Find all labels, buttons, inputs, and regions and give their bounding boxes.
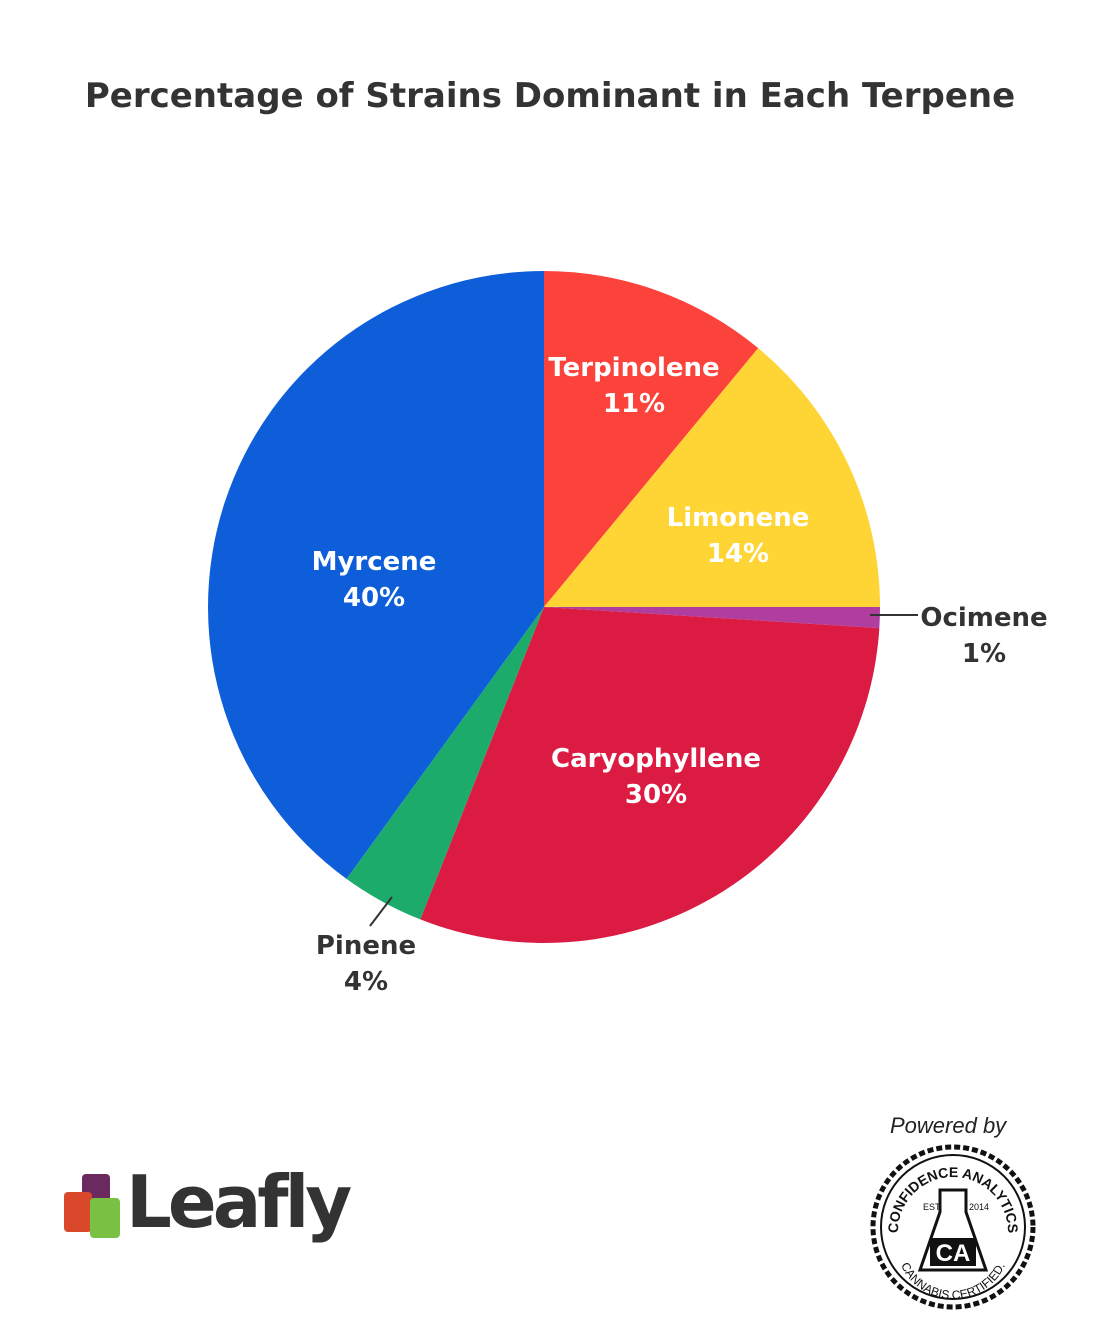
slice-value-label: 11% xyxy=(603,389,665,419)
slice-value-label: 40% xyxy=(343,583,405,613)
leafly-wordmark: Leafly xyxy=(126,1160,352,1244)
svg-text:CA: CA xyxy=(936,1240,971,1267)
slice-label: Myrcene xyxy=(312,547,437,577)
leader-line-pinene xyxy=(369,896,393,927)
slice-label: Pinene xyxy=(316,931,416,961)
confidence-analytics-seal-icon: CONFIDENCE ANALYTICS CANNABIS.CERTIFIED.… xyxy=(870,1144,1036,1310)
slice-value-label: 30% xyxy=(625,780,687,810)
slice-value-label: 14% xyxy=(707,539,769,569)
chart-title: Percentage of Strains Dominant in Each T… xyxy=(84,76,1016,116)
pie-slice-caryophyllene xyxy=(420,607,880,943)
svg-text:EST.: EST. xyxy=(923,1202,942,1212)
powered-by-text: Powered by xyxy=(890,1113,1007,1138)
leafly-logo-icon xyxy=(64,1174,120,1238)
svg-text:2014: 2014 xyxy=(969,1202,989,1212)
slice-label: Limonene xyxy=(667,503,810,533)
pie-slice-limonene xyxy=(544,348,880,607)
slice-label: Caryophyllene xyxy=(551,744,761,774)
slice-value-label: 4% xyxy=(344,967,388,997)
pie-slice-terpinolene xyxy=(544,271,759,607)
pie-chart: Terpinolene 11% Limonene 14% Ocimene 1% Caryop… xyxy=(208,271,1048,997)
pie-slice-myrcene xyxy=(208,271,544,879)
slice-value-label: 1% xyxy=(962,639,1006,669)
slice-label: Ocimene xyxy=(920,603,1047,633)
slice-label: Terpinolene xyxy=(548,353,719,383)
pie-slice-ocimene xyxy=(544,607,880,629)
pie-slice-pinene xyxy=(346,607,544,920)
